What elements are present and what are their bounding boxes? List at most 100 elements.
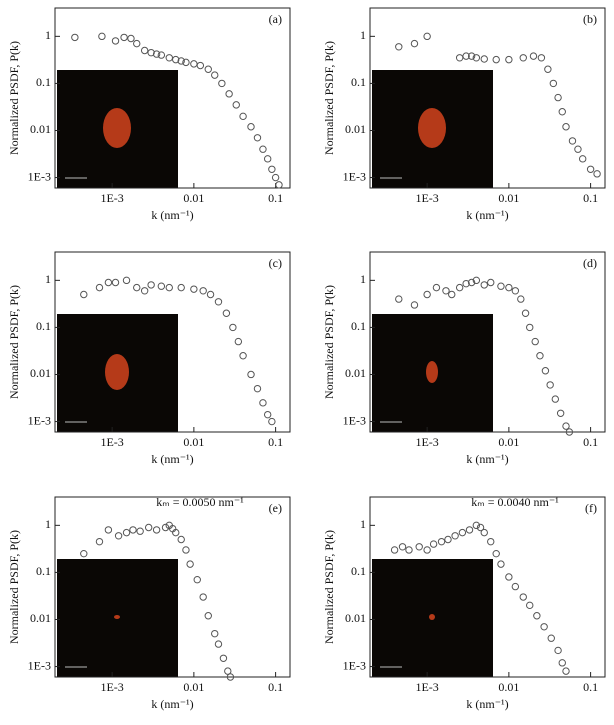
data-point	[423, 290, 431, 299]
data-point	[165, 54, 173, 62]
data-point	[593, 170, 601, 178]
panel-label: (c)	[269, 256, 282, 270]
data-point	[517, 295, 525, 303]
data-point	[268, 417, 276, 426]
panel-label: (b)	[583, 12, 597, 26]
data-point	[586, 165, 595, 173]
data-point	[423, 32, 431, 41]
data-point	[521, 309, 530, 317]
data-point	[497, 282, 505, 290]
y-axis-label: Normalized PSDF, P(k)	[322, 285, 336, 399]
data-point	[511, 287, 520, 295]
data-point	[247, 370, 255, 379]
data-point	[462, 52, 470, 60]
data-point	[95, 537, 104, 546]
x-tick-label: 0.01	[183, 680, 204, 694]
data-point	[465, 526, 474, 534]
data-point	[122, 276, 131, 285]
inset-blob	[418, 108, 446, 148]
data-point	[263, 155, 272, 163]
data-point	[253, 134, 262, 142]
plot-frame	[54, 7, 291, 189]
plot-frame	[369, 496, 606, 678]
data-point	[505, 55, 513, 64]
y-axis-label: Normalized PSDF, P(k)	[322, 530, 336, 644]
data-point	[182, 58, 190, 67]
panel-label: (e)	[269, 501, 282, 515]
y-tick-label: 0.01	[345, 122, 366, 136]
plot-frame	[369, 251, 606, 433]
data-point	[505, 283, 513, 292]
data-point	[165, 283, 173, 292]
data-point	[546, 381, 554, 389]
data-point	[554, 93, 562, 102]
x-tick-label: 0.1	[583, 435, 598, 449]
x-axis-label: k (nm⁻¹)	[466, 208, 508, 222]
data-point	[556, 409, 565, 417]
y-tick-label: 0.01	[30, 122, 51, 136]
data-point	[437, 537, 446, 546]
inset-blob	[114, 615, 120, 619]
y-axis-label: Normalized PSDF, P(k)	[7, 285, 21, 399]
data-point	[111, 37, 120, 45]
data-point	[259, 145, 267, 153]
y-tick-label: 1	[45, 272, 51, 286]
x-axis-label: k (nm⁻¹)	[466, 697, 508, 711]
data-point	[211, 629, 219, 638]
data-point	[129, 526, 137, 534]
data-point	[271, 173, 280, 182]
data-point	[229, 323, 237, 332]
data-point	[152, 526, 161, 534]
y-tick-label: 0.1	[36, 75, 51, 89]
x-tick-label: 1E-3	[415, 680, 438, 694]
inset-blob	[429, 614, 435, 620]
data-point	[533, 612, 541, 620]
data-point	[390, 546, 399, 554]
data-point	[562, 422, 570, 430]
data-point	[511, 582, 520, 591]
data-point	[157, 51, 166, 59]
x-tick-label: 0.01	[498, 435, 519, 449]
data-point	[204, 65, 212, 73]
data-point	[562, 667, 570, 675]
data-point	[526, 323, 534, 332]
data-point	[226, 673, 235, 681]
x-tick-label: 1E-3	[415, 191, 438, 205]
y-tick-label: 1E-3	[28, 658, 51, 672]
data-point	[182, 546, 190, 554]
panel-label: (d)	[583, 256, 597, 270]
y-tick-label: 0.1	[351, 75, 366, 89]
data-point	[541, 367, 550, 375]
data-point	[549, 79, 558, 88]
inset-blob	[105, 354, 129, 390]
data-point	[222, 309, 231, 317]
x-tick-label: 1E-3	[415, 435, 438, 449]
data-point	[405, 546, 413, 554]
data-point	[395, 295, 403, 303]
data-point	[224, 667, 232, 675]
data-point	[204, 612, 212, 620]
data-point	[104, 278, 113, 287]
data-point	[547, 634, 555, 642]
data-point	[122, 528, 131, 537]
data-point	[554, 646, 562, 655]
x-tick-label: 0.1	[268, 435, 283, 449]
plot-frame	[54, 251, 291, 433]
y-tick-label: 0.1	[36, 564, 51, 578]
data-point	[214, 298, 223, 306]
data-point	[458, 528, 467, 537]
x-axis-label: k (nm⁻¹)	[151, 697, 193, 711]
data-point	[263, 410, 272, 419]
y-tick-label: 0.1	[351, 564, 366, 578]
data-point	[519, 593, 527, 601]
data-point	[177, 535, 185, 544]
y-tick-label: 1E-3	[343, 658, 366, 672]
data-point	[186, 560, 194, 568]
data-point	[423, 546, 431, 554]
data-point	[492, 55, 500, 64]
data-point	[190, 285, 198, 293]
data-point	[95, 283, 104, 292]
data-point	[565, 428, 574, 436]
data-point	[536, 352, 544, 360]
